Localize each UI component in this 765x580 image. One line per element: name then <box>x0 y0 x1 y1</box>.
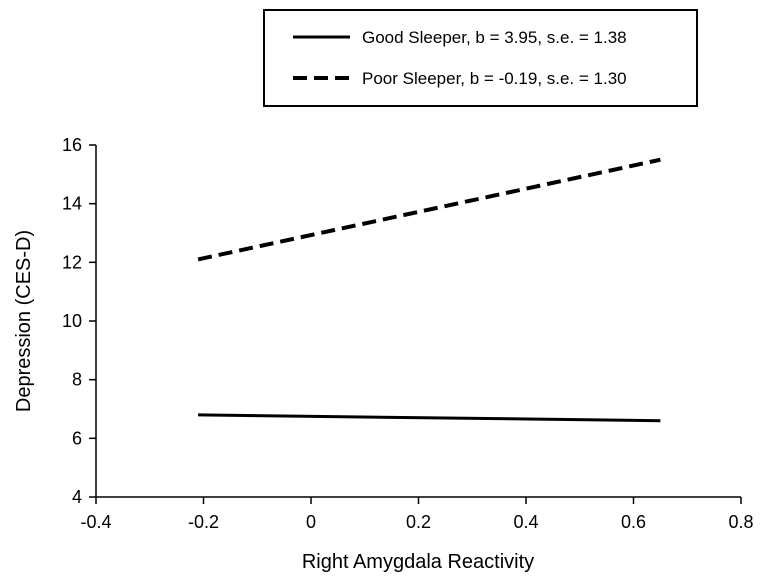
x-axis-title: Right Amygdala Reactivity <box>302 551 534 573</box>
legend-box <box>263 9 698 107</box>
axes <box>95 145 741 498</box>
legend-label-poor-sleeper: Poor Sleeper, b = -0.19, s.e. = 1.30 <box>362 69 627 88</box>
x-tick-label: -0.2 <box>188 512 219 532</box>
y-tick-label: 6 <box>72 428 82 448</box>
legend: Good Sleeper, b = 3.95, s.e. = 1.38 Poor… <box>263 9 698 107</box>
y-tick-label: 12 <box>62 252 82 272</box>
series-line-poor-sleeper <box>197 157 661 262</box>
x-tick-label: -0.4 <box>80 512 111 532</box>
series-lines <box>197 157 661 423</box>
y-tick-label: 14 <box>62 194 82 214</box>
x-tick-label: 0 <box>306 512 316 532</box>
y-tick-label: 8 <box>72 370 82 390</box>
series-line-good-sleeper <box>198 413 661 423</box>
x-tick-label: 0.2 <box>406 512 431 532</box>
y-tick-label: 16 <box>62 135 82 155</box>
x-tick-label: 0.6 <box>621 512 646 532</box>
y-ticks: 4 6 8 10 12 14 16 <box>62 135 96 507</box>
x-tick-label: 0.8 <box>728 512 753 532</box>
x-ticks: -0.4 -0.2 0 0.2 0.4 0.6 0.8 <box>80 497 754 532</box>
x-tick-label: 0.4 <box>513 512 538 532</box>
legend-label-good-sleeper: Good Sleeper, b = 3.95, s.e. = 1.38 <box>362 28 627 47</box>
y-tick-label: 4 <box>72 487 82 507</box>
y-axis-title: Depression (CES-D) <box>13 230 35 412</box>
y-tick-label: 10 <box>62 311 82 331</box>
